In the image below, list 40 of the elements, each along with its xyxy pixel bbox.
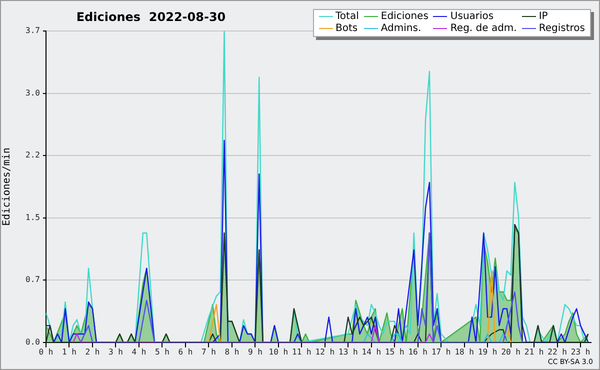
legend-label: Registros	[538, 23, 585, 35]
x-tick-label: 11 h	[292, 347, 312, 356]
x-tick-label: 8 h	[224, 347, 240, 356]
x-tick-label: 20 h	[501, 347, 521, 356]
x-tick-label: 5 h	[154, 347, 170, 356]
x-tick-label: 3 h	[108, 347, 124, 356]
x-tick-label: 7 h	[201, 347, 216, 356]
x-tick-label: 15 h	[384, 347, 404, 356]
x-tick-label: 19 h	[478, 347, 498, 356]
x-tick-label: 13 h	[338, 347, 358, 356]
y-tick-label: 2.2	[26, 150, 40, 160]
x-tick-label: 14 h	[362, 347, 382, 356]
x-tick-label: 4 h	[132, 347, 146, 356]
x-tick-label: 9 h	[248, 347, 263, 356]
x-tick-label: 10 h	[268, 347, 288, 356]
x-tick-label: 23 h	[570, 347, 590, 356]
x-tick-label: 6 h	[178, 347, 193, 356]
x-tick-label: 21 h	[524, 347, 544, 356]
x-tick-label: 17 h	[431, 347, 451, 356]
y-axis-title: Ediciones/min	[2, 148, 13, 226]
x-tick-label: 16 h	[408, 347, 428, 356]
x-tick-label: 1 h	[62, 347, 77, 356]
legend-label: Ediciones	[380, 11, 428, 23]
legend-label: Bots	[334, 23, 359, 35]
legend-label: Admins.	[380, 23, 422, 35]
x-tick-label: 18 h	[454, 347, 474, 356]
y-tick-label: 3.0	[26, 88, 40, 98]
y-tick-label: 0.0	[26, 337, 40, 346]
x-tick-label: 0 h	[38, 347, 54, 356]
x-tick-label: 2 h	[85, 347, 100, 356]
x-tick-label: 22 h	[548, 347, 568, 356]
y-tick-label: 0.7	[26, 275, 40, 284]
legend-label: IP	[538, 11, 549, 23]
legend-label: Reg. de adm.	[449, 23, 517, 35]
legend-label: Usuarios	[449, 11, 495, 23]
legend-label: Total	[334, 11, 359, 23]
chart-title: Ediciones 2022-08-30	[75, 10, 227, 24]
y-tick-label: 1.5	[26, 212, 40, 222]
y-tick-label: 3.7	[26, 26, 40, 36]
x-tick-label: 12 h	[315, 347, 335, 356]
